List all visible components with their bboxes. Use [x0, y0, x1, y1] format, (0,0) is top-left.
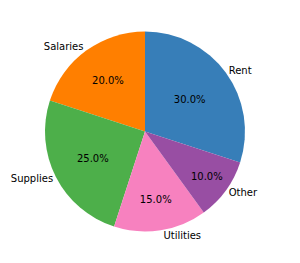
svg-text:Supplies: Supplies [11, 173, 53, 184]
svg-text:Salaries: Salaries [44, 41, 84, 52]
svg-text:25.0%: 25.0% [77, 153, 109, 164]
svg-text:15.0%: 15.0% [140, 194, 172, 205]
svg-text:30.0%: 30.0% [174, 94, 206, 105]
svg-text:Rent: Rent [229, 65, 252, 76]
svg-text:20.0%: 20.0% [92, 75, 124, 86]
svg-text:10.0%: 10.0% [191, 171, 223, 182]
svg-text:Utilities: Utilities [163, 230, 201, 241]
svg-text:Other: Other [229, 187, 258, 198]
